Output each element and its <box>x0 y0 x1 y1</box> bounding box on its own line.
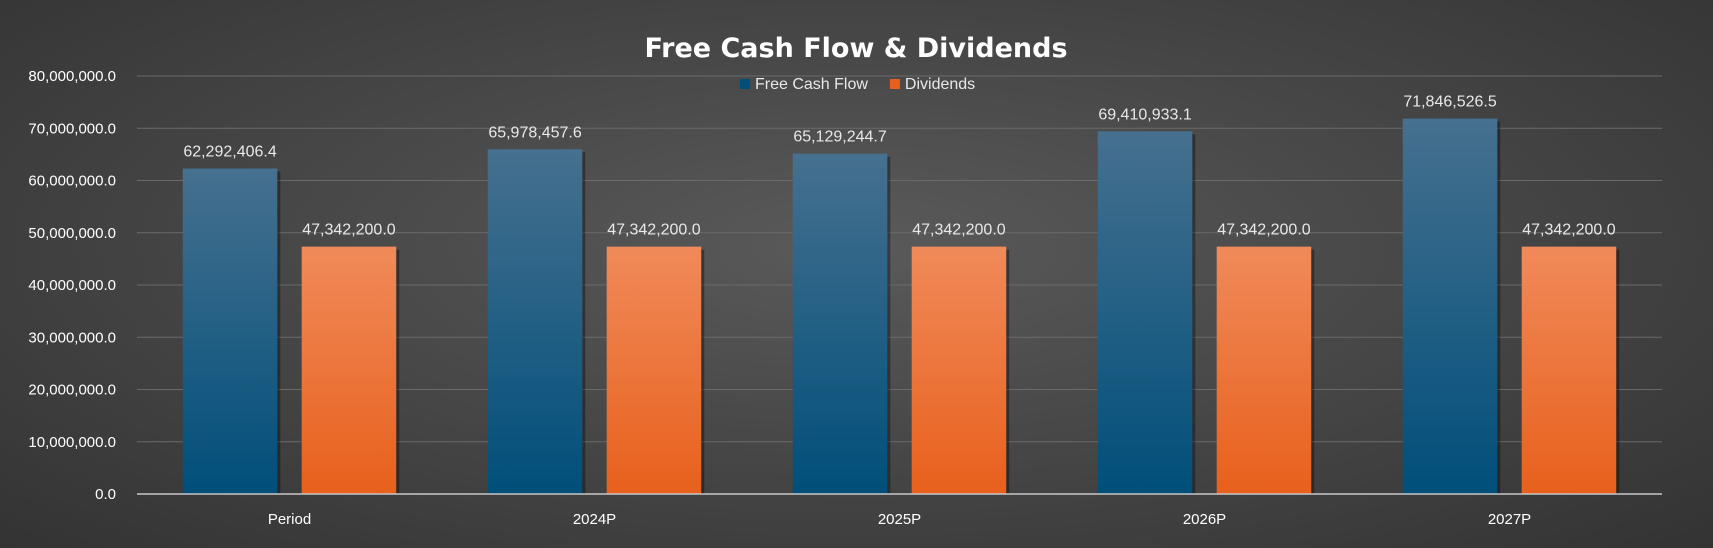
legend-item: Dividends <box>889 76 975 93</box>
bars <box>182 118 1620 495</box>
bar-free-cash-flow <box>182 168 278 495</box>
data-label: 65,978,457.6 <box>488 124 582 141</box>
chart-title: Free Cash Flow & Dividends <box>644 33 1067 64</box>
legend-label: Dividends <box>905 76 975 93</box>
y-tick-label: 70,000,000.0 <box>28 120 116 137</box>
y-tick-label: 40,000,000.0 <box>28 277 116 294</box>
data-label: 47,342,200.0 <box>1217 222 1311 239</box>
x-tick-label: Period <box>268 511 311 528</box>
bar-free-cash-flow <box>487 149 583 494</box>
data-label: 62,292,406.4 <box>183 144 277 161</box>
bar-dividends <box>606 246 702 494</box>
y-tick-label: 10,000,000.0 <box>28 434 116 451</box>
x-tick-label: 2024P <box>573 511 616 528</box>
bar-free-cash-flow <box>1097 131 1193 494</box>
x-tick-label: 2027P <box>1488 511 1531 528</box>
data-label: 69,410,933.1 <box>1098 106 1192 123</box>
data-label: 47,342,200.0 <box>607 222 701 239</box>
data-label: 47,342,200.0 <box>912 222 1006 239</box>
data-labels: 62,292,406.4 47,342,200.0 65,978,457.6 47,3… <box>183 94 1615 239</box>
legend-label: Free Cash Flow <box>755 76 868 93</box>
data-label: 47,342,200.0 <box>302 222 396 239</box>
legend-item: Free Cash Flow <box>740 76 868 93</box>
y-axis-ticks: 0.0 10,000,000.0 20,000,000.0 30,000,000.0 4… <box>28 68 116 503</box>
bar-free-cash-flow <box>792 153 888 494</box>
x-axis-ticks: Period 2024P 2025P 2026P 2027P <box>268 511 1531 528</box>
y-tick-label: 0.0 <box>95 486 116 503</box>
legend-swatch <box>889 79 900 89</box>
y-tick-label: 30,000,000.0 <box>28 329 116 346</box>
y-tick-label: 50,000,000.0 <box>28 225 116 242</box>
y-tick-label: 20,000,000.0 <box>28 382 116 399</box>
y-tick-label: 80,000,000.0 <box>28 68 116 85</box>
data-label: 47,342,200.0 <box>1522 222 1616 239</box>
bar-dividends <box>911 246 1007 494</box>
data-label: 71,846,526.5 <box>1403 94 1497 111</box>
legend-swatch <box>740 79 750 89</box>
bar-dividends <box>1216 246 1312 494</box>
legend: Free Cash Flow Dividends <box>740 76 975 93</box>
x-tick-label: 2025P <box>878 511 921 528</box>
y-tick-label: 60,000,000.0 <box>28 173 116 190</box>
data-label: 65,129,244.7 <box>793 129 887 146</box>
bar-free-cash-flow <box>1402 118 1498 494</box>
bar-dividends <box>1521 246 1617 494</box>
bar-dividends <box>301 246 397 494</box>
x-tick-label: 2026P <box>1183 511 1226 528</box>
